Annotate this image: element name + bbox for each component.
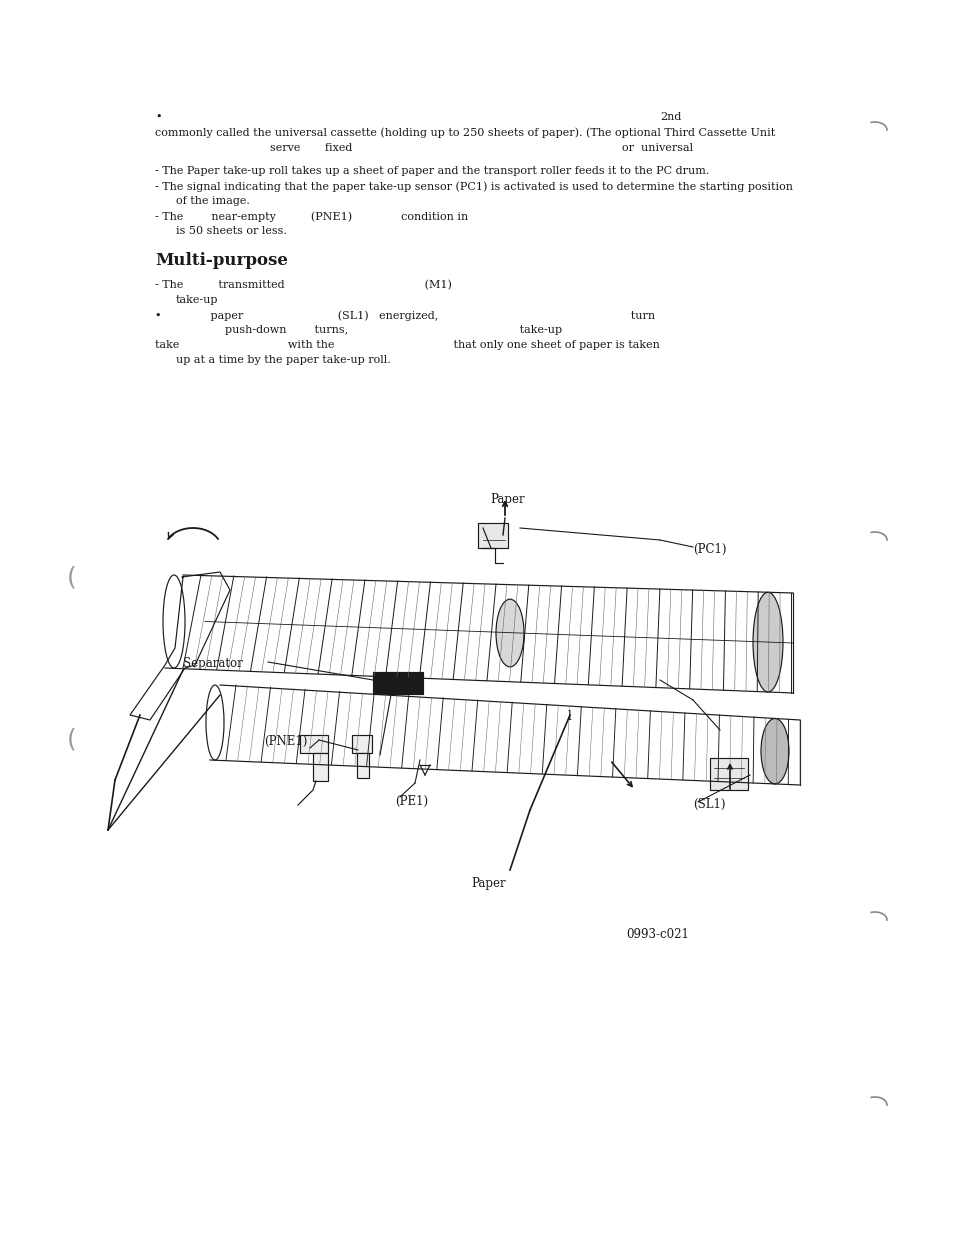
Text: up at a time by the paper take-up roll.: up at a time by the paper take-up roll. bbox=[175, 355, 391, 365]
Text: commonly called the universal cassette (holding up to 250 sheets of paper). (The: commonly called the universal cassette (… bbox=[154, 127, 775, 137]
FancyBboxPatch shape bbox=[709, 758, 747, 790]
Text: (: ( bbox=[67, 728, 77, 751]
Text: Multi-purpose: Multi-purpose bbox=[154, 252, 288, 269]
Text: (SL1): (SL1) bbox=[692, 798, 724, 811]
Text: - The          transmitted                                        (M1): - The transmitted (M1) bbox=[154, 281, 452, 290]
Text: (: ( bbox=[67, 566, 77, 590]
Text: take-up: take-up bbox=[175, 295, 218, 305]
Text: 2nd: 2nd bbox=[659, 112, 680, 122]
FancyBboxPatch shape bbox=[299, 735, 328, 753]
Text: 0993-c021: 0993-c021 bbox=[625, 928, 688, 941]
Bar bbox=[373, 672, 422, 693]
FancyBboxPatch shape bbox=[477, 523, 507, 548]
Ellipse shape bbox=[496, 599, 523, 667]
Text: serve       fixed: serve fixed bbox=[270, 143, 352, 153]
Text: (PC1): (PC1) bbox=[692, 543, 726, 556]
FancyBboxPatch shape bbox=[313, 753, 328, 781]
Text: or  universal: or universal bbox=[621, 143, 693, 153]
Ellipse shape bbox=[760, 718, 788, 784]
Text: (PE1): (PE1) bbox=[395, 795, 428, 808]
Text: - The Paper take-up roll takes up a sheet of paper and the transport roller feed: - The Paper take-up roll takes up a shee… bbox=[154, 166, 709, 176]
Text: - The signal indicating that the paper take-up sensor (PC1) is activated is used: - The signal indicating that the paper t… bbox=[154, 180, 792, 192]
Text: of the image.: of the image. bbox=[175, 197, 250, 206]
FancyBboxPatch shape bbox=[352, 735, 372, 753]
Text: Separator: Separator bbox=[183, 658, 242, 670]
Text: - The        near-empty          (PNE1)              condition in: - The near-empty (PNE1) condition in bbox=[154, 211, 468, 221]
Text: is 50 sheets or less.: is 50 sheets or less. bbox=[175, 226, 287, 236]
Text: •              paper                           (SL1)   energized,               : • paper (SL1) energized, bbox=[154, 310, 655, 320]
Text: Paper: Paper bbox=[490, 493, 524, 506]
Text: push-down        turns,                                                 take-up: push-down turns, take-up bbox=[175, 325, 561, 335]
FancyBboxPatch shape bbox=[356, 753, 369, 777]
Ellipse shape bbox=[752, 592, 782, 692]
Text: take                               with the                                  tha: take with the tha bbox=[154, 340, 659, 350]
Text: Paper: Paper bbox=[471, 878, 505, 890]
Text: •: • bbox=[154, 112, 161, 122]
Text: l: l bbox=[567, 709, 571, 723]
Text: (PNE1): (PNE1) bbox=[264, 735, 307, 748]
